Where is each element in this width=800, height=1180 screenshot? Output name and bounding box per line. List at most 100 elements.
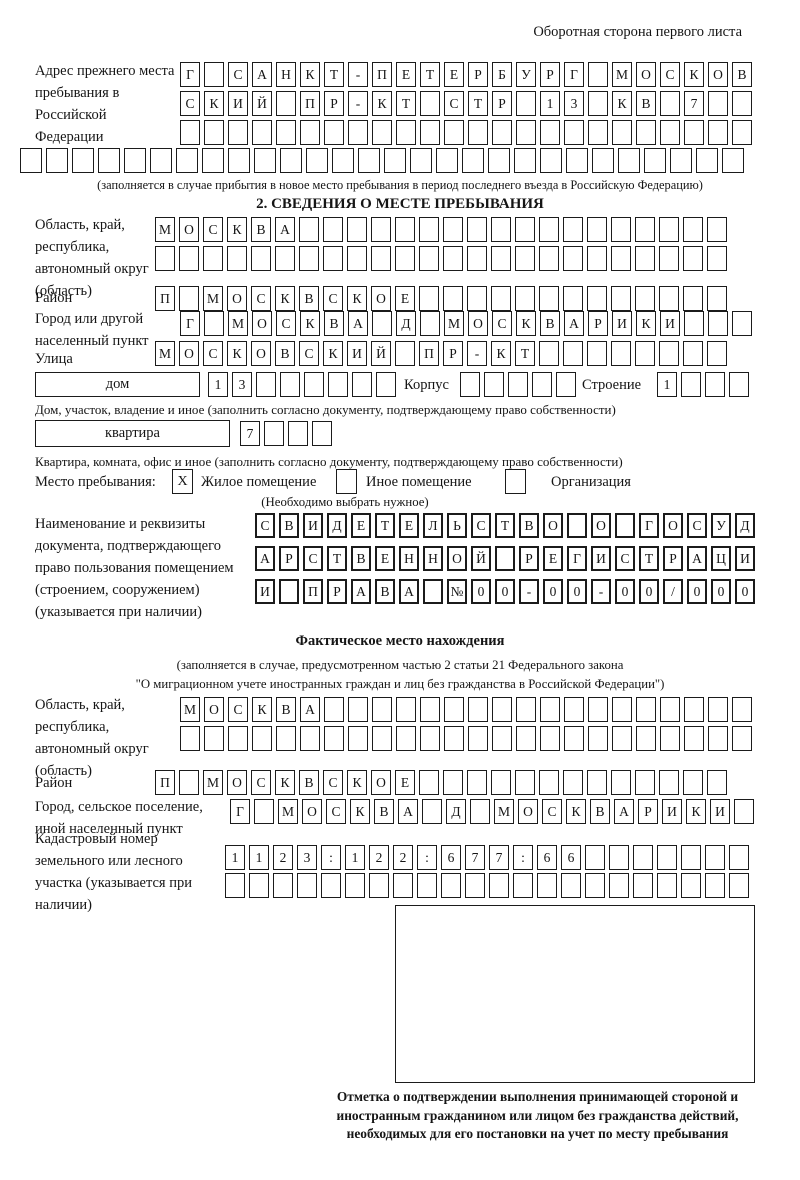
char-box: Г xyxy=(180,62,200,87)
char-box: В xyxy=(590,799,610,824)
char-box xyxy=(564,120,584,145)
char-box: А xyxy=(255,546,275,571)
char-box xyxy=(179,246,199,271)
char-box: Е xyxy=(396,62,416,87)
char-box: П xyxy=(155,770,175,795)
char-box xyxy=(276,726,296,751)
char-box xyxy=(492,726,512,751)
char-box xyxy=(324,726,344,751)
char-box: К xyxy=(491,341,511,366)
char-box xyxy=(396,726,416,751)
char-box: К xyxy=(275,286,295,311)
char-box: И xyxy=(660,311,680,336)
char-box xyxy=(348,697,368,722)
char-box: С xyxy=(444,91,464,116)
char-box xyxy=(729,873,749,898)
char-box: И xyxy=(710,799,730,824)
char-box xyxy=(420,91,440,116)
char-box xyxy=(539,770,559,795)
char-box: К xyxy=(612,91,632,116)
char-box: В xyxy=(299,770,319,795)
char-box: О xyxy=(302,799,322,824)
char-box xyxy=(417,873,437,898)
char-box: Т xyxy=(324,62,344,87)
char-box xyxy=(321,873,341,898)
char-box: А xyxy=(687,546,707,571)
char-box xyxy=(20,148,42,173)
char-box: : xyxy=(321,845,341,870)
char-box: № xyxy=(447,579,467,604)
char-box xyxy=(585,873,605,898)
char-box xyxy=(513,873,533,898)
char-box: 0 xyxy=(495,579,515,604)
char-box xyxy=(288,421,308,446)
char-box: М xyxy=(155,217,175,242)
char-box: К xyxy=(275,770,295,795)
char-box xyxy=(670,148,692,173)
char-box: 1 xyxy=(208,372,228,397)
char-box xyxy=(280,372,300,397)
option-inoe-label: Иное помещение xyxy=(366,474,472,490)
char-box xyxy=(636,697,656,722)
char-box: - xyxy=(348,91,368,116)
char-box xyxy=(179,286,199,311)
char-box: - xyxy=(348,62,368,87)
char-box xyxy=(732,311,752,336)
char-box xyxy=(532,372,552,397)
char-box: - xyxy=(519,579,539,604)
char-box xyxy=(587,770,607,795)
char-box: М xyxy=(444,311,464,336)
char-box: 3 xyxy=(232,372,252,397)
char-box: Р xyxy=(492,91,512,116)
char-box: И xyxy=(228,91,248,116)
char-box xyxy=(371,246,391,271)
char-box: Г xyxy=(567,546,587,571)
char-box: 3 xyxy=(297,845,317,870)
char-box: И xyxy=(255,579,275,604)
char-box xyxy=(396,120,416,145)
char-box xyxy=(279,579,299,604)
char-box xyxy=(372,311,392,336)
char-box xyxy=(611,770,631,795)
char-box xyxy=(299,217,319,242)
char-box: Т xyxy=(515,341,535,366)
char-box: Т xyxy=(327,546,347,571)
char-box: Й xyxy=(371,341,391,366)
region-row-2 xyxy=(155,246,727,271)
region-label: Область, край, республика, автономный ок… xyxy=(35,217,149,299)
char-box xyxy=(410,148,432,173)
char-box: 2 xyxy=(369,845,389,870)
char-box xyxy=(372,697,392,722)
char-box: К xyxy=(347,286,367,311)
char-box xyxy=(491,770,511,795)
char-box xyxy=(202,148,224,173)
char-box xyxy=(683,246,703,271)
char-box: И xyxy=(347,341,367,366)
district-label: Район xyxy=(35,290,73,306)
char-box: К xyxy=(347,770,367,795)
char-box: К xyxy=(684,62,704,87)
char-box xyxy=(348,726,368,751)
city-label: Город или другой населенный пункт xyxy=(35,311,149,349)
char-box xyxy=(563,246,583,271)
char-box xyxy=(729,845,749,870)
char-box xyxy=(420,726,440,751)
char-box: А xyxy=(351,579,371,604)
prev-address-note: (заполняется в случае прибытия в новое м… xyxy=(97,178,703,192)
char-box xyxy=(539,217,559,242)
char-box: И xyxy=(591,546,611,571)
char-box xyxy=(249,873,269,898)
char-box xyxy=(419,217,439,242)
char-box xyxy=(537,873,557,898)
char-box xyxy=(460,372,480,397)
char-box xyxy=(732,697,752,722)
checkbox-organizaciya xyxy=(505,469,526,494)
char-box xyxy=(644,148,666,173)
char-box xyxy=(300,726,320,751)
char-box: С xyxy=(203,341,223,366)
char-box xyxy=(436,148,458,173)
char-box: Р xyxy=(638,799,658,824)
